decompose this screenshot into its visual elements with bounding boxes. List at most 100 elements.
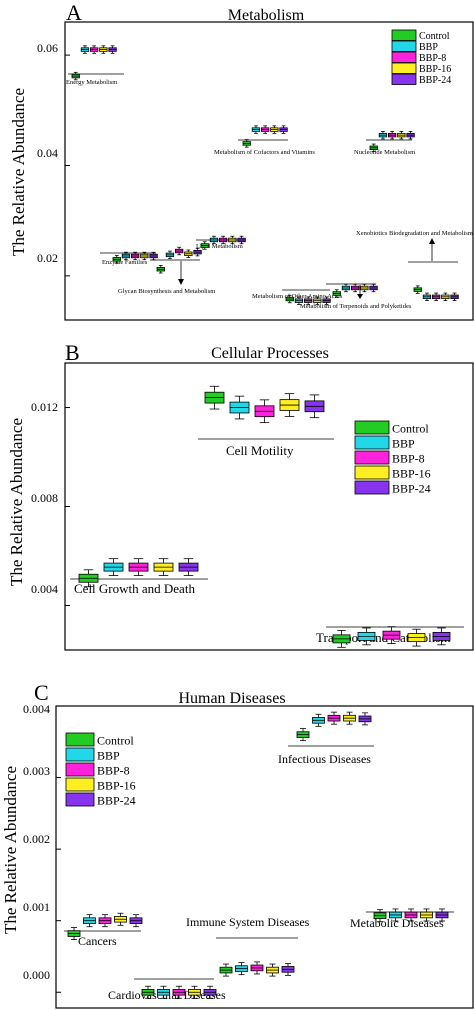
box-bbp xyxy=(209,235,219,245)
y-ticks: 0.02 0.04 0.06 xyxy=(37,41,70,277)
legend-swatch-bbp-16 xyxy=(354,465,390,480)
box-bbp-16 xyxy=(188,985,201,999)
box-bbp-16 xyxy=(140,251,149,261)
box-bbp xyxy=(80,45,90,54)
group-label: Metabolism of Cofactors and Vitamins xyxy=(214,149,315,156)
legend-label-bbp: BBP xyxy=(392,437,415,451)
box-bbp xyxy=(83,914,96,928)
box-bbp-8 xyxy=(260,125,270,134)
box-bbp-24 xyxy=(358,712,372,726)
plot-frame xyxy=(55,705,474,1009)
arrowhead xyxy=(178,279,184,285)
box-bbp-24 xyxy=(406,130,415,140)
box-bbp xyxy=(357,627,376,646)
box-bbp xyxy=(229,395,250,420)
box-control xyxy=(71,71,80,81)
group-metabolic-diseases: Metabolic Diseases xyxy=(350,908,454,930)
box-bbp-16 xyxy=(279,393,300,417)
group-lipid-metabolism: Lipid Metabolism xyxy=(196,235,246,250)
y-tick-label: 0.04 xyxy=(37,146,58,160)
box-bbp xyxy=(378,130,388,140)
box-bbp-8 xyxy=(128,558,149,576)
box-control xyxy=(369,143,378,152)
group-label: Nucleotide Metabolism xyxy=(354,149,415,156)
box-bbp-8 xyxy=(431,292,441,301)
legend-label-control: Control xyxy=(97,734,134,748)
box-bbp-8 xyxy=(90,45,99,54)
box-control xyxy=(112,255,121,264)
group-glycan-biosynthesis: Glycan Biosynthesis and Metabolism xyxy=(118,246,215,295)
legend-swatch-bbp-8 xyxy=(391,51,417,63)
box-bbp-24 xyxy=(304,394,325,419)
group-other-amino-acids: Metabolism of Other Amino Acids xyxy=(252,289,343,305)
box-control xyxy=(242,139,251,148)
box-bbp xyxy=(312,713,325,727)
box-bbp-16 xyxy=(114,912,127,926)
box-bbp-24 xyxy=(279,125,288,134)
box-bbp-24 xyxy=(281,962,295,976)
legend-swatch-bbp-8 xyxy=(65,762,95,777)
panel-cellular-processes: B Cellular Processes The Relative Abunda… xyxy=(7,340,474,651)
legend-swatch-control xyxy=(65,732,95,747)
chart-title: Cellular Processes xyxy=(211,345,329,362)
box-control xyxy=(373,909,387,923)
legend-swatch-bbp xyxy=(391,40,417,52)
group-label: Metabolism of Terpenoids and Polyketides xyxy=(300,303,412,310)
legend-swatch-bbp-24 xyxy=(65,792,95,807)
arrowhead xyxy=(357,294,363,299)
legend-swatch-control xyxy=(354,420,390,435)
chart-title: Metabolism xyxy=(228,7,305,24)
group-cofactors-vitamins: Metabolism of Cofactors and Vitamins xyxy=(214,125,315,156)
panel-human-diseases: C Human Diseases The Relative Abundance … xyxy=(1,680,474,1009)
box-bbp-16 xyxy=(420,908,433,922)
panel-metabolism: A Metabolism The Relative Abundance 0.02… xyxy=(9,0,474,321)
box-control xyxy=(285,294,294,304)
y-axis-label: The Relative Abundance xyxy=(7,418,26,586)
box-control xyxy=(156,265,165,274)
legend-label-control: Control xyxy=(392,422,429,436)
box-bbp-8 xyxy=(387,130,397,140)
box-control xyxy=(332,630,351,648)
group-label: Metabolism of Other Amino Acids xyxy=(252,293,343,300)
box-bbp-24 xyxy=(178,558,199,576)
group-terpenoids-polyketides: Metabolism of Terpenoids and Polyketides xyxy=(300,283,412,310)
box-bbp-8 xyxy=(218,235,228,245)
group-energy-metabolism: Energy Metabolism xyxy=(66,45,124,86)
legend-swatch-bbp xyxy=(65,747,95,762)
box-bbp xyxy=(251,125,261,134)
y-tick-label: 0.001 xyxy=(23,900,50,914)
box-control xyxy=(332,289,341,298)
legend-swatch-bbp-8 xyxy=(354,450,390,465)
box-control xyxy=(204,385,225,410)
box-control xyxy=(200,241,209,250)
group-label: Cancers xyxy=(78,934,117,948)
group-label: Infectious Diseases xyxy=(278,752,371,766)
legend-swatch-bbp xyxy=(354,435,390,450)
group-nucleotide-metabolism: Nucleotide Metabolism xyxy=(354,130,415,156)
box-bbp-24 xyxy=(193,247,202,257)
box-bbp-24 xyxy=(369,283,378,293)
legend-swatch-control xyxy=(391,29,417,41)
legend-swatch-bbp-16 xyxy=(65,777,95,792)
box-bbp-8 xyxy=(250,961,264,975)
box-control xyxy=(67,927,81,940)
plot-frame xyxy=(64,21,474,321)
box-bbp xyxy=(121,251,131,261)
y-ticks: 0.000 0.001 0.002 0.003 0.004 xyxy=(23,702,61,993)
box-control xyxy=(219,963,233,977)
y-tick-label: 0.02 xyxy=(37,251,58,265)
box-control xyxy=(141,985,155,999)
box-bbp-24 xyxy=(435,908,449,922)
group-cancers: Cancers xyxy=(64,912,143,948)
group-enzyme-families: Enzyme Families xyxy=(100,251,158,266)
box-bbp-8 xyxy=(404,908,418,922)
box-bbp-8 xyxy=(130,251,140,261)
group-xenobiotics: Xenobiotics Biodegradation and Metabolis… xyxy=(356,230,473,301)
legend-swatch-bbp-24 xyxy=(391,73,417,85)
panel-letter: A xyxy=(66,0,82,25)
group-cell-motility: Cell Motility xyxy=(198,385,334,458)
y-tick-label: 0.003 xyxy=(23,764,50,778)
